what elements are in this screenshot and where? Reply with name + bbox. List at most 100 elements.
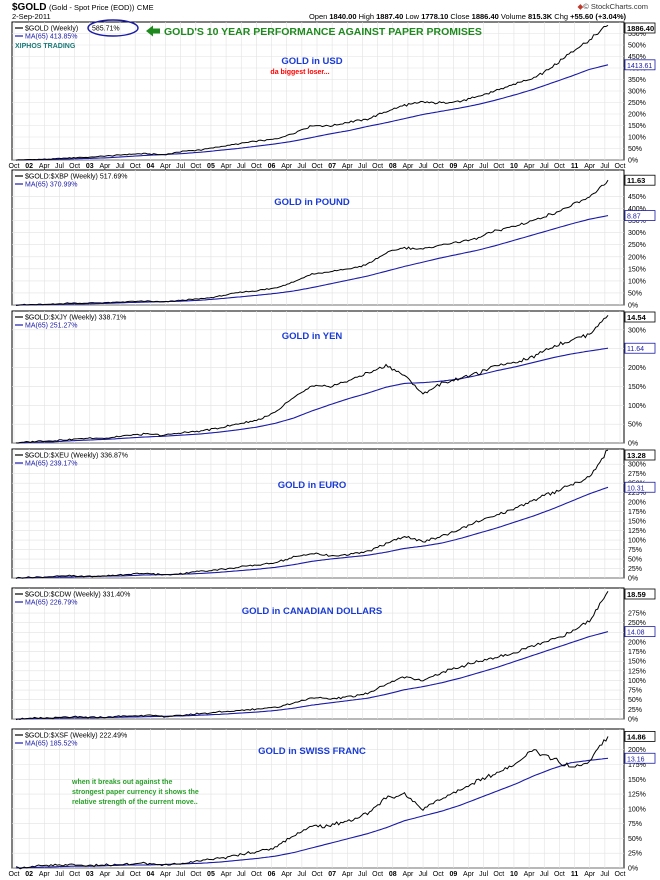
x-tick-label: 07 (328, 871, 336, 878)
y-tick-label: 225% (628, 490, 646, 497)
series-line-ma (16, 64, 609, 161)
x-tick-label: Apr (584, 871, 596, 878)
stat-label: Close (450, 12, 472, 21)
x-tick-label: 08 (389, 871, 397, 878)
chart-panel-3: 0%50%100%150%200%250%300%14.5411.64$GOLD… (11, 310, 656, 448)
last-price-tag-label: 14.86 (627, 732, 646, 741)
last-price-tag: 13.28 (624, 449, 656, 461)
y-tick-label: 75% (628, 547, 642, 554)
y-tick-label: 125% (628, 668, 646, 675)
legend: $GOLD:$XEU (Weekly) 336.87%MA(65) 239.17… (15, 453, 128, 468)
series-line-ma (16, 215, 609, 306)
y-tick-label: 0% (628, 717, 638, 724)
y-tick-label: 25% (628, 566, 642, 573)
note-line: strongest paper currency it shows the (72, 789, 199, 796)
x-tick-label: Jul (297, 163, 306, 170)
x-tick-label: Apr (524, 163, 536, 170)
x-tick-label: 09 (449, 871, 457, 878)
brand-label: ◆© StockCharts.com (577, 2, 649, 11)
arrow-left-icon (146, 25, 160, 37)
ma-tag: 8.87 (624, 210, 656, 221)
last-price-tag-box (624, 449, 656, 461)
last-price-tag: 1886.40 (624, 22, 656, 34)
y-tick-label: 125% (628, 792, 646, 799)
chart-header-stats: 2-Sep-2011 Open 1840.00 High 1887.40 Low… (12, 12, 648, 21)
series-line-ma (15, 757, 609, 869)
y-tick-label: 450% (628, 54, 646, 61)
x-tick-label: 06 (268, 163, 276, 170)
x-tick-label: Apr (463, 163, 475, 170)
y-tick-label: 200% (628, 112, 646, 119)
x-tick-label: Jul (600, 163, 609, 170)
y-tick-label: 200% (628, 365, 646, 372)
y-tick-label: 125% (628, 528, 646, 535)
y-tick-label: 275% (628, 611, 646, 618)
legend-price-label: $GOLD:$XSF (Weekly) 222.49% (25, 733, 127, 740)
legend-ma-label: MA(65) 370.99% (25, 182, 78, 189)
stat-label: Low (405, 12, 422, 21)
x-tick-label: Apr (99, 163, 111, 170)
x-tick-label: Jul (419, 871, 428, 878)
y-tick-label: 100% (628, 538, 646, 545)
x-tick-label: Jul (237, 871, 246, 878)
legend: $GOLD:$CDW (Weekly) 331.40%MA(65) 226.79… (15, 592, 130, 607)
panel-frame (11, 310, 625, 444)
x-tick-label: Jul (237, 163, 246, 170)
last-price-tag-label: 18.59 (627, 590, 646, 599)
x-tick-label: 11 (571, 871, 579, 878)
ma-tag-box (624, 210, 656, 221)
panel-frame (11, 448, 625, 579)
panel-frame (11, 587, 625, 720)
y-tick-label: 100% (628, 678, 646, 685)
stat-high: High 1887.40 (359, 12, 404, 21)
last-price-tag-label: 11.63 (627, 176, 645, 185)
y-tick-label: 550% (628, 31, 646, 38)
y-tick-label: 300% (628, 230, 646, 237)
y-tick-label: 275% (628, 471, 646, 478)
stat-value: 815.3K (528, 12, 553, 21)
x-tick-label: Jul (358, 871, 367, 878)
last-price-tag: 14.86 (624, 730, 656, 742)
stat-value: 1840.00 (329, 12, 357, 21)
x-tick-label: 06 (268, 871, 276, 878)
y-tick-label: 250% (628, 100, 646, 107)
y-tick-label: 0% (628, 576, 638, 583)
y-tick-label: 200% (628, 500, 646, 507)
legend-ma-label: MA(65) 185.52% (25, 741, 78, 748)
legend: $GOLD:$XJY (Weekly) 338.71%MA(65) 251.27… (15, 315, 126, 330)
legend-price-label: $GOLD:$XJY (Weekly) 338.71% (25, 315, 126, 322)
x-tick-label: Oct (69, 163, 80, 170)
y-tick-label: 350% (628, 77, 646, 84)
x-tick-label: 05 (207, 163, 215, 170)
x-tick-label: Jul (419, 163, 428, 170)
note-line: relative strength of the current move.. (72, 799, 198, 806)
chart-panel-6: 0% 25% 50% 75% 100% 125% 150% 175% 200% 14.86 13.1… (9, 728, 656, 878)
legend: $GOLD:$XSF (Weekly) 222.49%MA(65) 185.52… (15, 733, 127, 748)
chart-panel-1: 0%50%100%150%200%250%300%350%400%450%500… (9, 19, 656, 170)
x-tick-label: Oct (130, 163, 141, 170)
x-tick-label: Jul (55, 871, 64, 878)
x-tick-label: 05 (207, 871, 215, 878)
y-tick-label: 50% (628, 697, 642, 704)
stat-low: Low 1778.10 (405, 12, 448, 21)
x-tick-label: 08 (389, 163, 397, 170)
last-price-tag-box (624, 730, 656, 742)
ma-tag: 14.08 (624, 626, 656, 638)
x-tick-label: Jul (116, 163, 125, 170)
x-tick-label: Oct (251, 871, 262, 878)
y-tick-label: 350% (628, 218, 646, 225)
x-tick-label: 11 (571, 163, 579, 170)
y-tick-label: 400% (628, 206, 646, 213)
x-tick-label: Oct (251, 163, 262, 170)
panel-title: GOLD in CANADIAN DOLLARS (242, 606, 382, 617)
x-tick-label: Apr (281, 163, 293, 170)
x-tick-label: Apr (39, 871, 51, 878)
last-price-tag-box (624, 588, 656, 600)
chart-panel-5: 0%25%50%75%100%125%150%175%200%225%250%2… (11, 587, 656, 724)
panel-title: GOLD in SWISS FRANC (258, 746, 366, 757)
y-tick-label: 0% (628, 441, 638, 448)
x-tick-label: Jul (479, 163, 488, 170)
x-tick-label: Oct (615, 871, 626, 878)
legend: $GOLD (Weekly) 585.71% MA(65) 413.85% (15, 19, 139, 41)
legend-ma-label: MA(65) 226.79% (25, 600, 78, 607)
